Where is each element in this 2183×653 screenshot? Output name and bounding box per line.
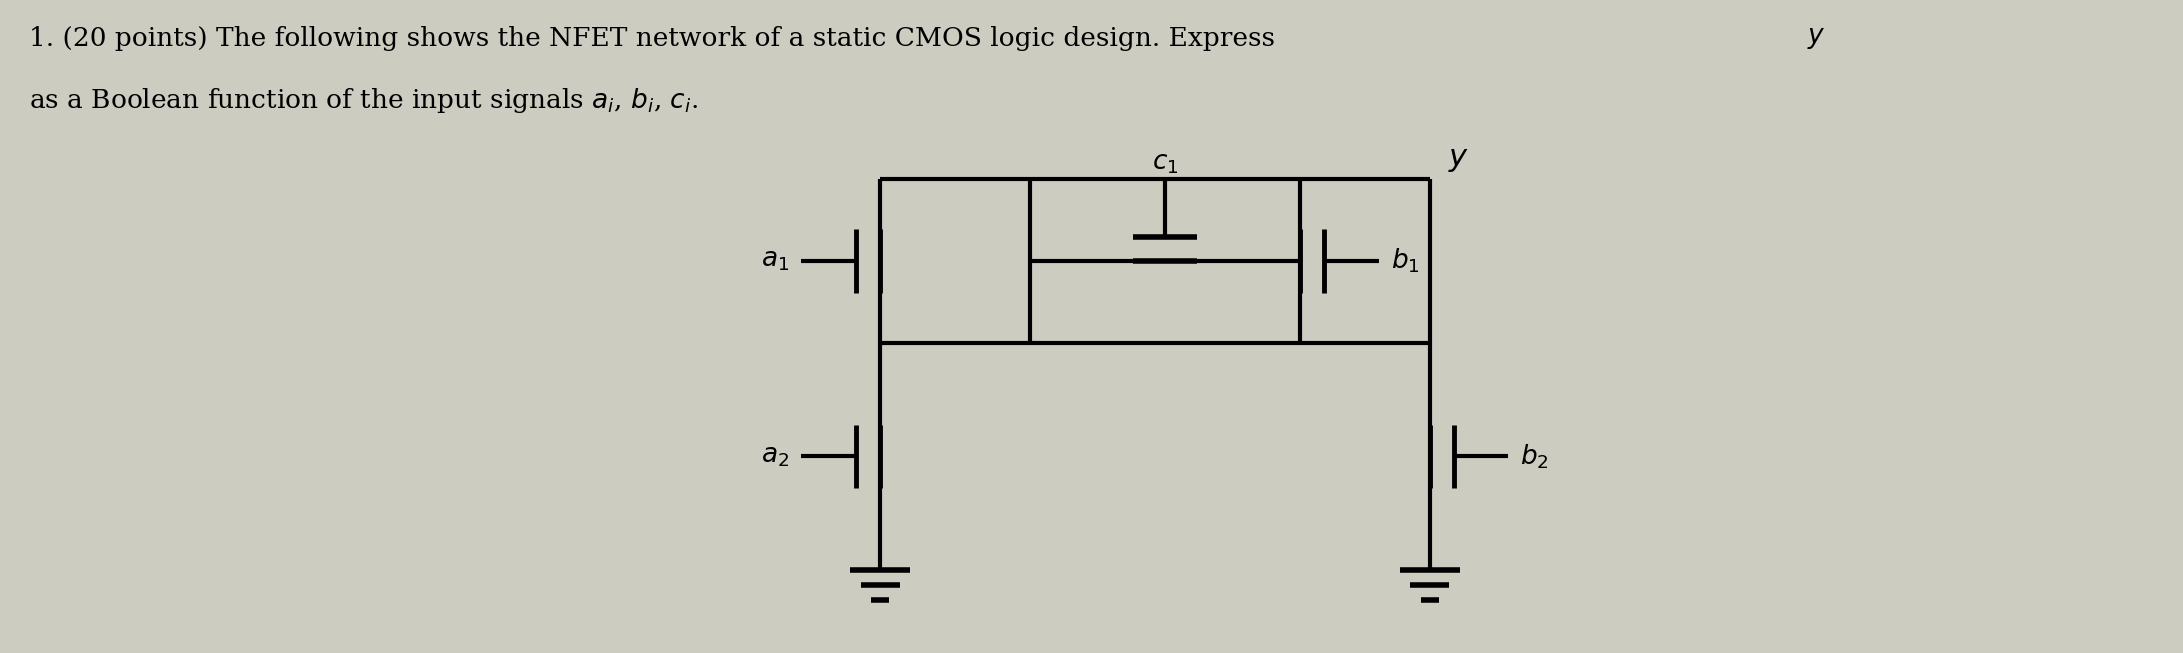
Text: $a_2$: $a_2$ — [762, 444, 790, 469]
Text: $b_2$: $b_2$ — [1519, 442, 1550, 471]
Text: as a Boolean function of the input signals $a_i$, $b_i$, $c_i$.: as a Boolean function of the input signa… — [28, 86, 699, 115]
Text: $y$: $y$ — [1808, 26, 1825, 52]
Text: $b_1$: $b_1$ — [1391, 247, 1419, 275]
Text: $c_1$: $c_1$ — [1153, 151, 1179, 176]
Text: $y$: $y$ — [1447, 142, 1469, 174]
Text: $a_1$: $a_1$ — [762, 248, 790, 274]
Text: 1. (20 points) The following shows the NFET network of a static CMOS logic desig: 1. (20 points) The following shows the N… — [28, 26, 1284, 52]
